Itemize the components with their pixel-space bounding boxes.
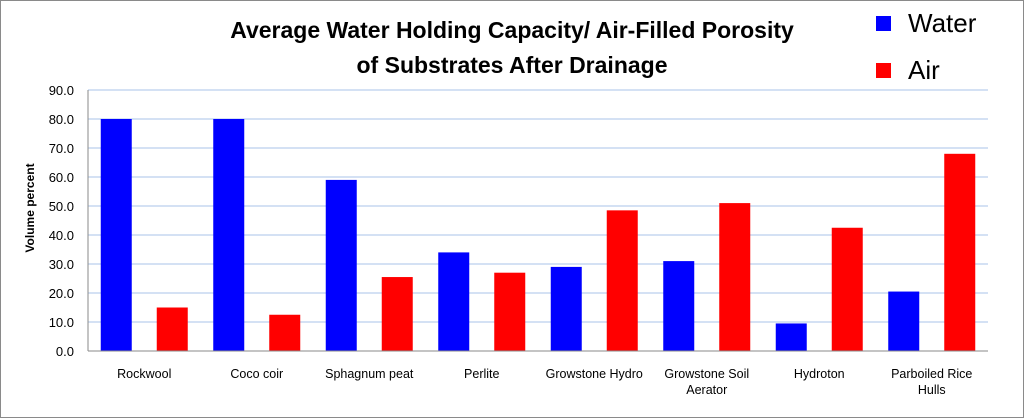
legend-label-water: Water xyxy=(908,8,977,38)
legend-swatch-water xyxy=(876,16,891,31)
x-category-label-line: Hydroton xyxy=(794,367,845,381)
y-tick-label: 40.0 xyxy=(49,228,74,243)
bar-air xyxy=(606,210,638,351)
x-category-label-line: Aerator xyxy=(686,383,727,397)
x-category-label: Parboiled Rice Hulls xyxy=(891,367,972,397)
y-tick-label: 50.0 xyxy=(49,199,74,214)
y-tick-label: 30.0 xyxy=(49,257,74,272)
x-category-label-line: Hulls xyxy=(918,383,946,397)
bar-water xyxy=(438,252,470,351)
x-category-label: Growstone Hydro xyxy=(546,367,643,381)
x-category-label-line: Growstone Hydro xyxy=(546,367,643,381)
x-category-label-line: Rockwool xyxy=(117,367,171,381)
bar-air xyxy=(494,272,526,351)
bar-water xyxy=(100,119,132,351)
x-category-label: Hydroton xyxy=(794,367,845,381)
legend-label-air: Air xyxy=(908,55,940,85)
x-category-label-line: Growstone Soil xyxy=(664,367,749,381)
bar-water xyxy=(550,266,582,351)
bar-water xyxy=(663,261,695,351)
x-category-label: Rockwool xyxy=(117,367,171,381)
x-category-label-line: Sphagnum peat xyxy=(325,367,414,381)
y-tick-label: 10.0 xyxy=(49,315,74,330)
bar-water xyxy=(888,291,920,351)
bar-water xyxy=(213,119,245,351)
bar-air xyxy=(944,153,976,351)
bar-air xyxy=(156,307,188,351)
bar-air xyxy=(831,227,863,351)
bar-water xyxy=(325,179,357,351)
y-tick-label: 0.0 xyxy=(56,344,74,359)
axes: 0.0 10.0 20.0 30.0 40.0 50.0 60.0 70.0 80.0 90.0 R… xyxy=(49,83,988,397)
y-tick-label: 70.0 xyxy=(49,141,74,156)
x-category-label: Sphagnum peat xyxy=(325,367,414,381)
legend: Water Air xyxy=(876,8,977,85)
bar-water xyxy=(775,323,807,351)
x-category-label-line: Perlite xyxy=(464,367,499,381)
y-tick-label: 80.0 xyxy=(49,112,74,127)
x-category-label: Growstone Soil Aerator xyxy=(664,367,749,397)
bars xyxy=(100,119,976,351)
legend-swatch-air xyxy=(876,63,891,78)
chart-title-line-2: of Substrates After Drainage xyxy=(357,52,668,78)
y-tick-label: 60.0 xyxy=(49,170,74,185)
bar-air xyxy=(719,203,751,351)
y-tick-label: 20.0 xyxy=(49,286,74,301)
x-category-label: Perlite xyxy=(464,367,499,381)
y-axis-label: Volume percent xyxy=(23,163,37,252)
y-tick-label: 90.0 xyxy=(49,83,74,98)
x-category-label-line: Coco coir xyxy=(230,367,283,381)
bar-air xyxy=(269,314,301,351)
bar-air xyxy=(381,277,413,351)
x-category-label-line: Parboiled Rice xyxy=(891,367,972,381)
x-category-label: Coco coir xyxy=(230,367,283,381)
chart-title-line-1: Average Water Holding Capacity/ Air-Fill… xyxy=(230,17,794,43)
